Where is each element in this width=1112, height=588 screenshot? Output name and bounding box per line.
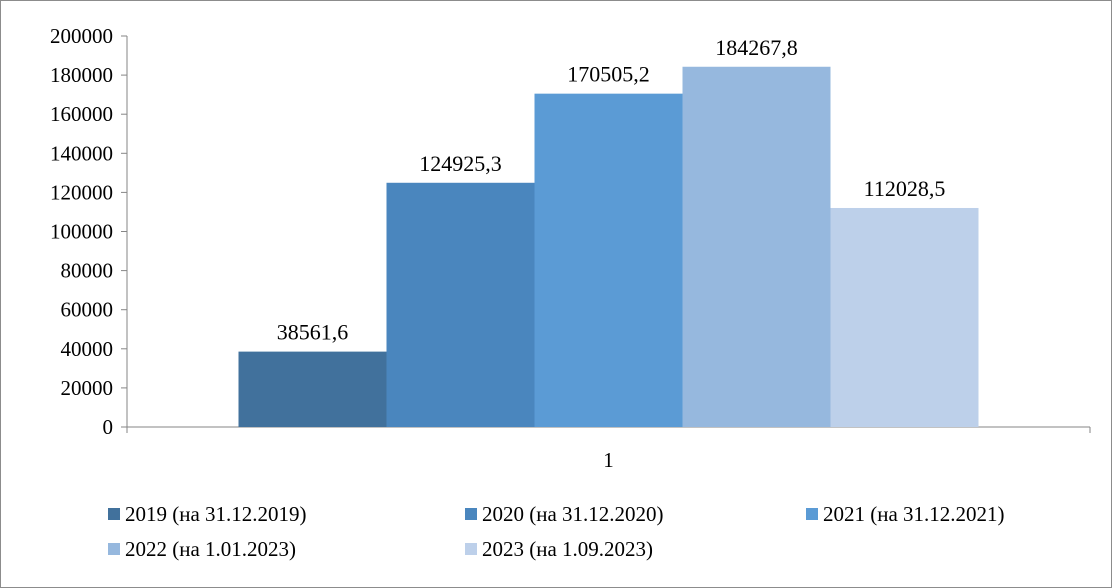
bars [238,66,979,428]
bar [830,207,979,427]
legend-label: 2022 (на 1.01.2023) [125,537,296,561]
legend-item: 2022 (на 1.01.2023) [108,537,296,561]
bar [682,66,831,427]
axes: 0 20000 40000 60000 80000 100000 120000 140000 1… [50,24,1091,472]
data-label: 184267,8 [715,35,798,60]
data-label: 38561,6 [277,320,349,345]
legend-label: 2019 (на 31.12.2019) [125,502,307,526]
legend-item: 2021 (на 31.12.2021) [806,502,1005,526]
y-tick-label: 120000 [50,180,113,204]
y-tick-label: 200000 [50,24,113,48]
y-tick-label: 20000 [61,376,114,400]
bar [238,351,387,427]
x-category-label: 1 [603,448,614,472]
legend-item: 2019 (на 31.12.2019) [108,502,307,526]
y-tick-label: 160000 [50,102,113,126]
data-label: 170505,2 [567,62,650,87]
legend-swatch [465,543,477,555]
legend-item: 2023 (на 1.09.2023) [465,537,653,561]
legend-swatch [108,508,120,520]
legend-item: 2020 (на 31.12.2020) [465,502,664,526]
legend-label: 2020 (на 31.12.2020) [482,502,664,526]
data-label: 112028,5 [864,176,946,201]
y-tick-label: 0 [103,415,114,439]
bar [386,182,535,427]
legend-label: 2021 (на 31.12.2021) [823,502,1005,526]
data-label: 124925,3 [419,151,502,176]
y-tick-label: 60000 [61,298,114,322]
legend-swatch [806,508,818,520]
legend-label: 2023 (на 1.09.2023) [482,537,653,561]
y-tick-label: 140000 [50,141,113,165]
legend: 2019 (на 31.12.2019) 2020 (на 31.12.2020)… [108,502,1005,561]
y-tick-label: 40000 [61,337,114,361]
y-tick-label: 80000 [61,259,114,283]
bar [534,93,683,428]
legend-swatch [108,543,120,555]
legend-swatch [465,508,477,520]
data-labels: 38561,6 124925,3 170505,2 184267,8 112028,5 [277,35,946,345]
y-tick-label: 100000 [50,220,113,244]
y-tick-label: 180000 [50,63,113,87]
